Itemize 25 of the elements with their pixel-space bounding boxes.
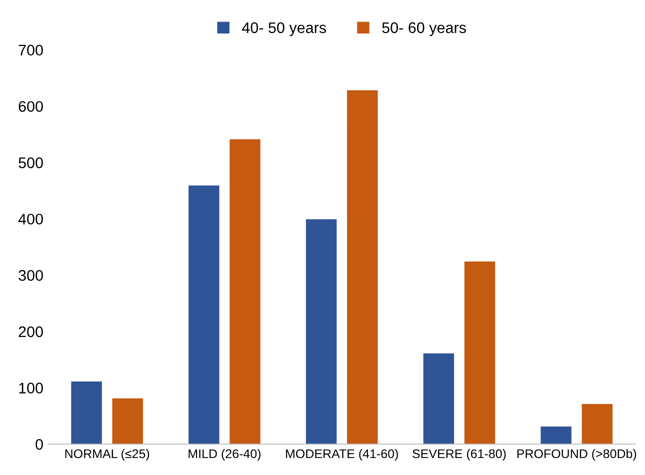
bar <box>540 426 572 444</box>
bar <box>423 353 454 444</box>
y-tick-label: 300 <box>18 270 43 281</box>
legend-label: 50- 60 years <box>382 22 466 36</box>
y-tick-label: 200 <box>18 326 43 338</box>
y-tick-label: 700 <box>18 44 43 56</box>
bar <box>112 398 143 444</box>
bar <box>306 219 337 444</box>
y-tick-label: 500 <box>18 157 43 168</box>
x-tick-label: MODERATE (41-60) <box>286 448 398 461</box>
y-tick-label: 600 <box>18 101 43 112</box>
bar <box>464 262 496 444</box>
bar <box>347 90 378 444</box>
y-tick-label: 400 <box>18 214 43 225</box>
bar <box>582 404 613 444</box>
bar <box>71 381 102 444</box>
bar <box>230 139 260 444</box>
legend-label: 40- 50 years <box>242 22 326 36</box>
x-tick-label: SEVERE (61-80) <box>412 448 506 461</box>
bar <box>188 185 220 444</box>
x-tick-label: MILD (26-40) <box>188 448 261 461</box>
x-tick-label: PROFOUND (>80Db) <box>517 448 636 461</box>
y-tick-label: 100 <box>19 382 43 394</box>
y-tick-label: 0 <box>36 438 43 450</box>
x-tick-label: NORMAL (≤25) <box>65 448 150 461</box>
